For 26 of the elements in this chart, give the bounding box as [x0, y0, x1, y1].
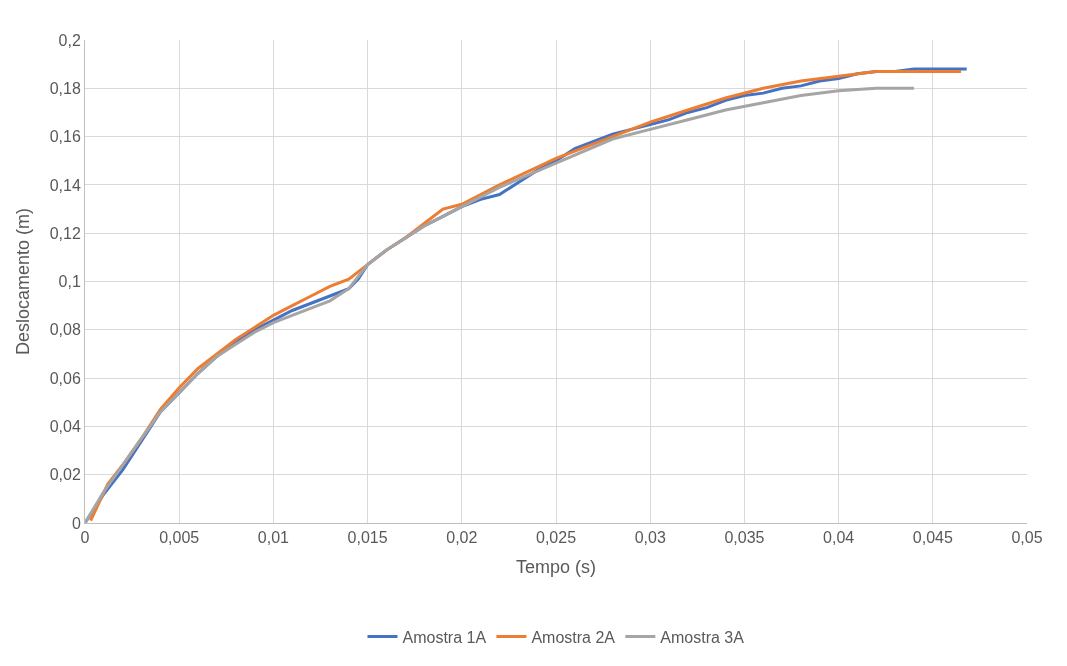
- x-tick-label: 0,01: [257, 529, 290, 547]
- y-tick-label: 0,02: [49, 466, 81, 484]
- y-tick-label: 0,08: [49, 321, 81, 339]
- legend-label: Amostra 2A: [531, 628, 616, 646]
- x-tick-label: 0,005: [159, 529, 200, 547]
- y-tick-label: 0,2: [58, 31, 81, 49]
- y-axis-title: Deslocamento (m): [12, 207, 33, 356]
- y-tick-label: 0,14: [49, 176, 81, 194]
- legend-label: Amostra 1A: [402, 628, 487, 646]
- x-axis-title: Tempo (s): [515, 557, 597, 578]
- x-tick-label: 0,05: [1011, 529, 1043, 547]
- y-tick-label: 0,16: [49, 128, 81, 146]
- x-tick-label: 0,045: [912, 529, 953, 547]
- x-tick-label: 0,03: [634, 529, 666, 547]
- y-tick-label: 0,04: [49, 418, 81, 435]
- y-tick-label: 0: [71, 514, 81, 532]
- x-tick-label: 0,035: [724, 529, 765, 547]
- x-tick-label: 0,04: [823, 529, 855, 547]
- y-tick-label: 0,1: [58, 273, 81, 291]
- x-tick-label: 0,02: [446, 529, 478, 547]
- y-tick-label: 0,12: [49, 224, 81, 242]
- x-tick-label: 0,015: [347, 529, 388, 547]
- y-tick-label: 0,06: [49, 369, 81, 387]
- legend-label: Amostra 3A: [660, 628, 745, 646]
- x-tick-label: 0,025: [535, 529, 577, 547]
- y-tick-label: 0,18: [49, 79, 81, 97]
